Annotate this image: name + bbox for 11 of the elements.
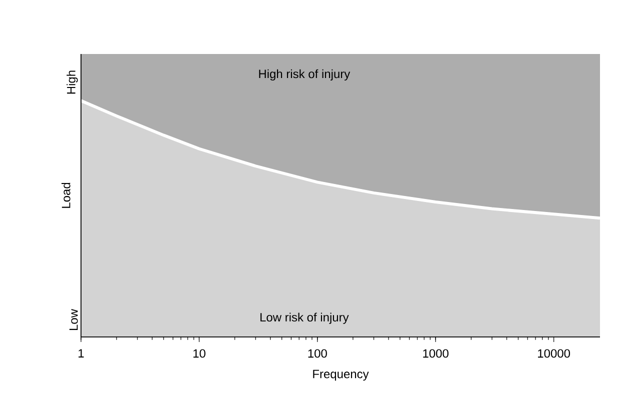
x-tick-label: 10 xyxy=(193,349,206,358)
x-tick-label: 1 xyxy=(78,349,84,358)
annotation: Low risk of injury xyxy=(260,312,349,324)
x-tick-label: 100 xyxy=(308,349,327,358)
text: High xyxy=(66,70,78,94)
annotation: High risk of injury xyxy=(259,69,350,81)
text: Low xyxy=(69,308,78,330)
x-tick-label: 1000 xyxy=(423,349,448,358)
x-tick-label: 10000 xyxy=(538,349,570,358)
y-axis-title: Load xyxy=(62,182,70,208)
x-axis-title: Frequency xyxy=(313,370,369,381)
